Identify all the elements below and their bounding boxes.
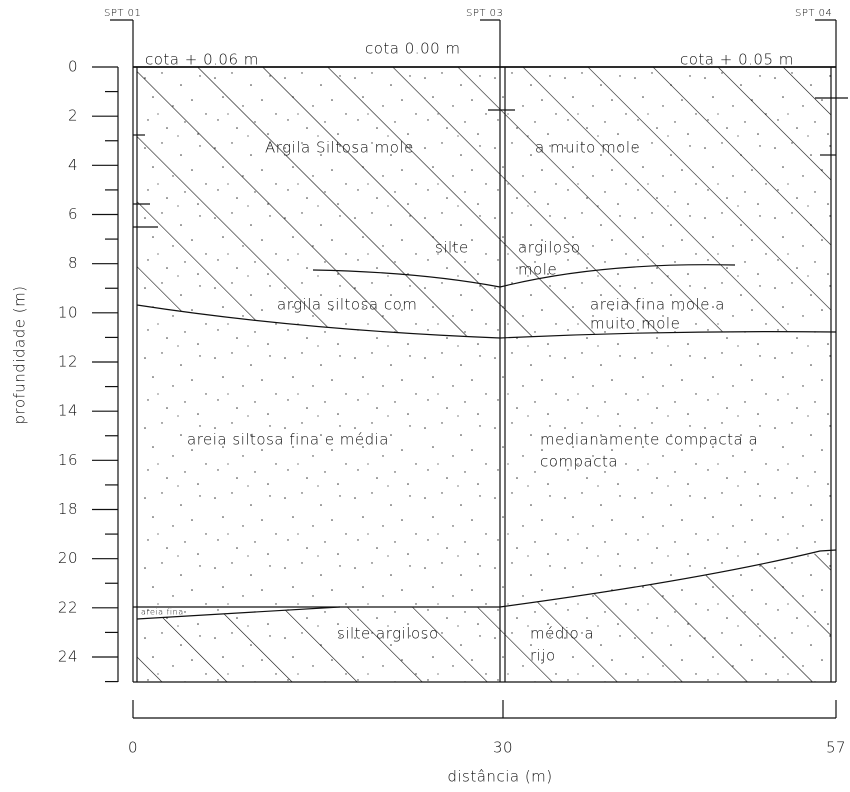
depth-tick-label: 0: [68, 58, 78, 76]
elevation: cota + 0.06 m: [145, 51, 259, 69]
layer-label: areia fina mole a: [590, 296, 725, 314]
soil-profile: SPT 01 SPT 03 SPT 04 cota + 0.06 m cota …: [0, 0, 850, 788]
layer-label: areia siltosa fina e média: [187, 431, 389, 449]
depth-tick-label: 20: [58, 549, 78, 567]
clay-hatch: [137, 67, 831, 338]
depth-tick-label: 4: [68, 156, 78, 174]
layer-label: medianamente compacta a: [540, 431, 758, 449]
borehole-label: SPT 01: [104, 8, 141, 19]
borehole-labels: SPT 01 SPT 03 SPT 04: [104, 8, 832, 19]
distance-axis-title: distância (m): [447, 768, 552, 786]
depth-tick-label: 6: [68, 205, 78, 223]
distance-tick-label: 57: [826, 739, 846, 757]
depth-tick-label: 18: [58, 500, 78, 518]
layer-label: Argila Siltosa mole: [265, 139, 414, 157]
depth-tick-label: 12: [58, 353, 78, 371]
elevation: cota 0.00 m: [365, 40, 461, 58]
layer-label: argiloso: [518, 239, 581, 257]
borehole-label: SPT 04: [795, 8, 832, 19]
depth-tick-label: 10: [58, 303, 78, 321]
layers: [137, 67, 831, 682]
depth-tick-label: 2: [68, 107, 78, 125]
depth-tick-label: 8: [68, 254, 78, 272]
depth-axis-title: profundidade (m): [11, 285, 29, 424]
sand-layer: [137, 305, 831, 607]
depth-tick-label: 24: [58, 648, 78, 666]
distance-tick-label: 30: [493, 739, 513, 757]
elevation: cota + 0.05 m: [680, 51, 794, 69]
depth-tick-label: 14: [58, 402, 78, 420]
distance-tick-label: 0: [128, 739, 138, 757]
borehole-label: SPT 03: [466, 8, 503, 19]
layer-label: silte: [435, 239, 469, 257]
depth-tick-label: 16: [58, 451, 78, 469]
layer-label: argila siltosa com: [277, 296, 417, 314]
layer-label: médio a: [530, 625, 594, 643]
layer-label: silte argiloso: [337, 625, 439, 643]
layer-label: rijo: [530, 647, 556, 665]
layer-label: a muito mole: [535, 139, 640, 157]
depth-tick-label: 22: [58, 598, 78, 616]
layer-label: areia fina: [141, 608, 184, 617]
layer-label: muito mole: [590, 315, 680, 333]
layer-label: mole: [518, 261, 557, 279]
layer-label: compacta: [540, 453, 618, 471]
